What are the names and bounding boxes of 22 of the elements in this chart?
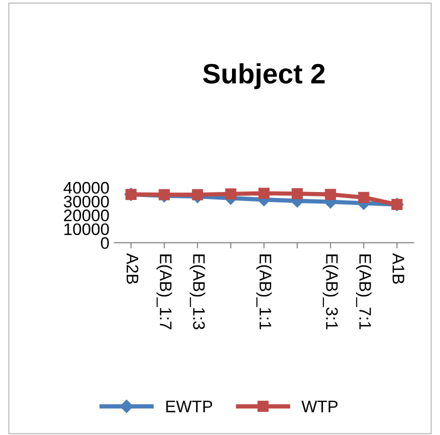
point [192,189,204,200]
point [258,188,270,199]
point [158,189,170,200]
legend-label: WTP [301,400,338,412]
x-tick-label: E(AB)_1:3 [190,254,206,330]
x-tick-label: A2B [126,253,138,284]
x-tick-label: A1B [392,253,404,284]
point [358,192,370,203]
x-tick-label: E(AB)_1:7 [156,254,172,330]
point [324,188,336,200]
y-tick-label: 20000 [64,210,109,222]
y-tick-label: 40000 [64,182,109,194]
point [225,188,236,200]
legend-label: EWTP [166,400,212,412]
x-tick-label: E(AB)_1:1 [256,254,272,330]
x-tick-label: E(AB)_3:1 [322,254,338,330]
y-tick-label: 0 [100,237,109,249]
y-tick-label: 10000 [64,223,109,236]
y-tick-label: 30000 [64,196,109,208]
chart-title: Subject 2 [203,63,325,90]
point [292,188,303,200]
x-tick-label: E(AB)_7:1 [356,254,372,330]
